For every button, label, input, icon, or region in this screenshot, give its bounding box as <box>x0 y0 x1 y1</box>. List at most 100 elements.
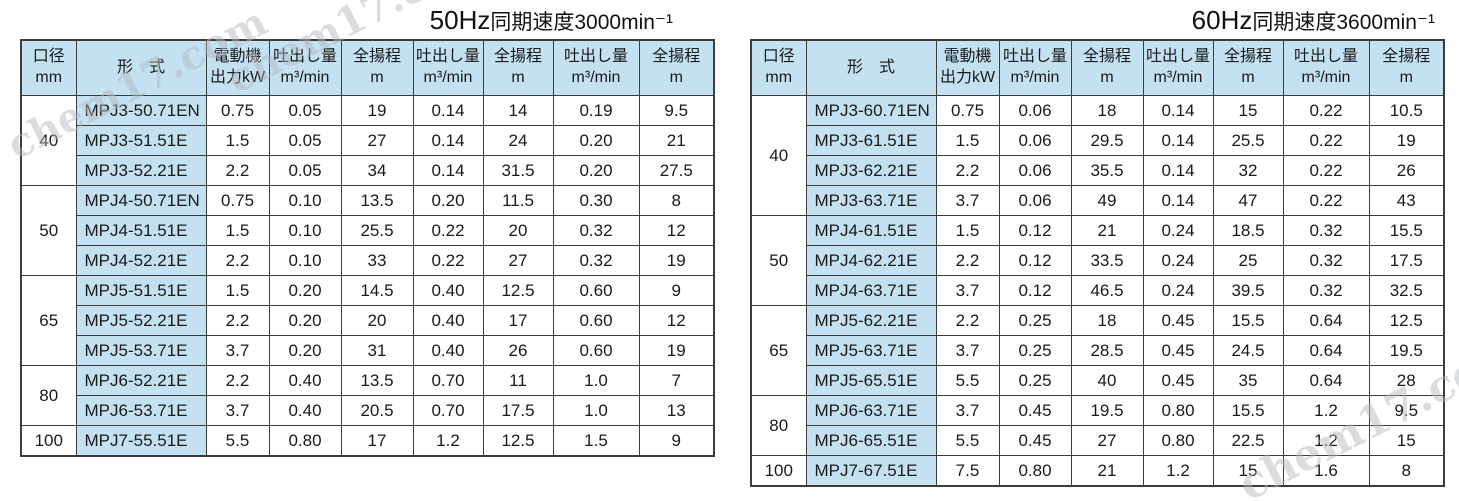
model-cell: MPJ4-63.71E <box>805 275 937 306</box>
total-head-cell: 19 <box>638 335 715 366</box>
col-header-discharge-3: 吐出し量 m³/min <box>1282 39 1370 96</box>
discharge-cell: 0.40 <box>412 275 484 306</box>
discharge-cell: 0.60 <box>552 305 640 336</box>
diameter-cell: 40 <box>750 95 807 216</box>
total-head-cell: 11 <box>482 365 554 396</box>
discharge-cell: 0.06 <box>998 125 1072 156</box>
motor-output-cell: 1.5 <box>935 215 1000 246</box>
total-head-cell: 25.5 <box>340 215 414 246</box>
total-head-cell: 12.5 <box>482 275 554 306</box>
diameter-cell: 80 <box>750 395 807 456</box>
header-line: m <box>1100 69 1114 86</box>
discharge-cell: 0.12 <box>998 245 1072 276</box>
total-head-cell: 25.5 <box>1212 125 1284 156</box>
discharge-cell: 0.20 <box>268 335 342 366</box>
total-head-cell: 25 <box>1212 245 1284 276</box>
discharge-cell: 1.5 <box>552 425 640 457</box>
motor-output-cell: 0.75 <box>935 95 1000 126</box>
motor-output-cell: 2.2 <box>205 155 270 186</box>
total-head-cell: 21 <box>1070 455 1144 487</box>
header-line: 全揚程 <box>352 48 401 66</box>
col-header-motor-output: 電動機 出力kW <box>935 39 1000 96</box>
header-line: 電動機 <box>213 48 262 66</box>
discharge-cell: 1.2 <box>1282 395 1370 426</box>
total-head-cell: 17 <box>482 305 554 336</box>
table-row: MPJ4-63.71E 3.7 0.12 46.5 0.24 39.5 0.32 32.5 <box>751 275 1445 306</box>
discharge-cell: 0.40 <box>412 335 484 366</box>
total-head-cell: 33 <box>340 245 414 276</box>
col-header-total-head-2: 全揚程 m <box>482 39 554 96</box>
total-head-cell: 18 <box>1070 95 1144 126</box>
total-head-cell: 47 <box>1212 185 1284 216</box>
discharge-cell: 0.22 <box>412 215 484 246</box>
discharge-cell: 0.60 <box>552 275 640 306</box>
total-head-cell: 27 <box>1070 425 1144 456</box>
discharge-cell: 0.70 <box>412 395 484 426</box>
discharge-cell: 0.14 <box>1142 155 1214 186</box>
total-head-cell: 46.5 <box>1070 275 1144 306</box>
section-50hz: 50Hz同期速度3000min⁻¹ 口径 mm 形 式電動機 出力kW 吐出し量 m³/m… <box>20 5 715 457</box>
motor-output-cell: 3.7 <box>935 395 1000 426</box>
discharge-cell: 0.20 <box>412 185 484 216</box>
header-line: 口径 <box>762 48 795 66</box>
table-row: 65 MPJ5-51.51E 1.5 0.20 14.5 0.40 12.5 0.60 9 <box>20 275 715 366</box>
motor-output-cell: 5.5 <box>205 425 270 457</box>
discharge-cell: 0.14 <box>412 95 484 126</box>
total-head-cell: 19 <box>1368 125 1445 156</box>
table-row: MPJ6-65.51E 5.5 0.45 27 0.80 22.5 1.2 15 <box>751 425 1445 456</box>
total-head-cell: 19 <box>340 95 414 126</box>
total-head-cell: 9 <box>638 275 715 306</box>
discharge-cell: 1.2 <box>1282 425 1370 456</box>
discharge-cell: 0.80 <box>998 455 1072 487</box>
motor-output-cell: 3.7 <box>935 275 1000 306</box>
discharge-cell: 0.14 <box>1142 185 1214 216</box>
diameter-cell: 50 <box>750 215 807 306</box>
motor-output-cell: 2.2 <box>205 365 270 396</box>
header-line: m³/min <box>1301 69 1351 86</box>
diameter-cell: 40 <box>20 95 77 186</box>
discharge-cell: 0.45 <box>998 395 1072 426</box>
total-head-cell: 15 <box>1368 425 1445 456</box>
table-row: 50 MPJ4-50.71EN 0.75 0.10 13.5 0.20 11.5 0.30 8 <box>20 185 715 276</box>
discharge-cell: 0.05 <box>268 155 342 186</box>
header-line: m³/min <box>423 69 473 86</box>
discharge-cell: 0.24 <box>1142 215 1214 246</box>
model-cell: MPJ6-52.21E <box>75 365 207 396</box>
total-head-cell: 12.5 <box>1368 305 1445 336</box>
total-head-cell: 10.5 <box>1368 95 1445 126</box>
discharge-cell: 1.2 <box>412 425 484 457</box>
total-head-cell: 19.5 <box>1368 335 1445 366</box>
pump-spec-table-60hz: 口径 mm 形 式電動機 出力kW 吐出し量 m³/min 全揚程 m 吐出し量 m³/min 全揚… <box>750 39 1445 487</box>
header-line: 出力kW <box>939 69 996 86</box>
model-cell: MPJ5-62.21E <box>805 305 937 336</box>
discharge-cell: 0.06 <box>998 155 1072 186</box>
discharge-cell: 1.0 <box>552 365 640 396</box>
discharge-cell: 0.22 <box>1282 185 1370 216</box>
header-line: mm <box>35 69 63 86</box>
discharge-cell: 0.20 <box>552 125 640 156</box>
total-head-cell: 14 <box>482 95 554 126</box>
total-head-cell: 14.5 <box>340 275 414 306</box>
header-line: 全揚程 <box>1223 48 1272 66</box>
total-head-cell: 8 <box>638 185 715 216</box>
model-cell: MPJ6-63.71E <box>805 395 937 426</box>
title-frequency-50hz: 50Hz <box>429 5 491 35</box>
col-header-discharge-1: 吐出し量 m³/min <box>998 39 1072 96</box>
discharge-cell: 0.25 <box>998 305 1072 336</box>
motor-output-cell: 3.7 <box>935 335 1000 366</box>
header-line: 全揚程 <box>493 48 542 66</box>
motor-output-cell: 5.5 <box>935 425 1000 456</box>
motor-output-cell: 2.2 <box>935 245 1000 276</box>
model-cell: MPJ4-51.51E <box>75 215 207 246</box>
motor-output-cell: 1.5 <box>205 275 270 306</box>
title-speed-50hz: 同期速度3000min⁻¹ <box>490 11 673 34</box>
total-head-cell: 12.5 <box>482 425 554 457</box>
col-header-total-head-1: 全揚程 m <box>1070 39 1144 96</box>
discharge-cell: 0.20 <box>268 275 342 306</box>
model-cell: MPJ3-60.71EN <box>805 95 937 126</box>
header-line: m³/min <box>280 69 330 86</box>
table-row: 100 MPJ7-55.51E 5.5 0.80 17 1.2 12.5 1.5 9 <box>20 425 715 457</box>
discharge-cell: 0.25 <box>998 335 1072 366</box>
total-head-cell: 15.5 <box>1212 305 1284 336</box>
discharge-cell: 0.32 <box>1282 275 1370 306</box>
